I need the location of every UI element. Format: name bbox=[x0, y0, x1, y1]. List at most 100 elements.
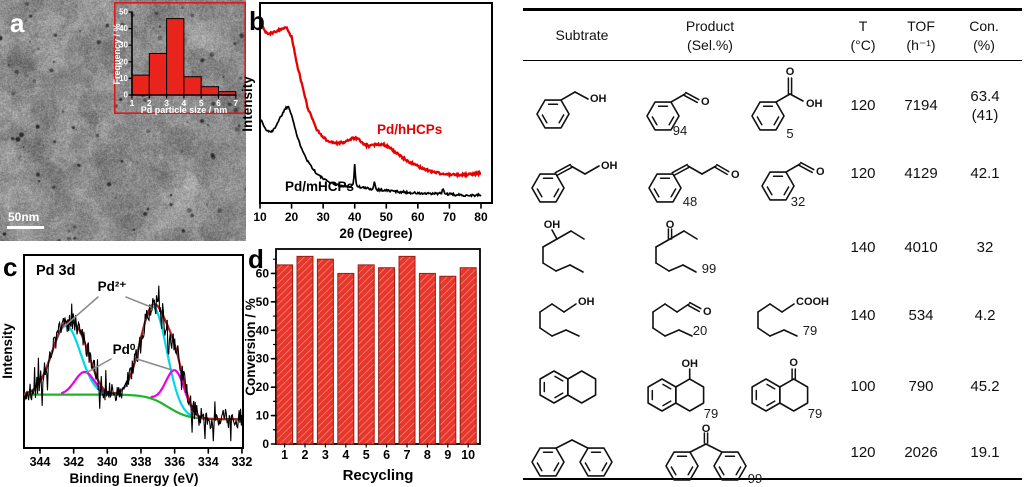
tof-value: 790 bbox=[908, 378, 934, 395]
svg-text:344: 344 bbox=[30, 455, 51, 469]
scalebar-label: 50nm bbox=[8, 210, 40, 224]
svg-text:340: 340 bbox=[97, 455, 118, 469]
table-header-rule bbox=[523, 59, 1022, 61]
tof-value: 4129 bbox=[904, 165, 938, 182]
svg-text:3: 3 bbox=[164, 98, 169, 108]
svg-text:40: 40 bbox=[348, 210, 362, 224]
xps-chart: Pd²⁺ Pd⁰ 344 342 340 338 336 334 332 Binding Ener… bbox=[0, 252, 252, 486]
svg-text:30: 30 bbox=[256, 352, 270, 366]
svg-text:10: 10 bbox=[461, 448, 475, 462]
svg-text:d: d bbox=[248, 244, 264, 274]
diphenylmethane-structure bbox=[531, 439, 613, 477]
tof-value: 2026 bbox=[904, 444, 938, 461]
selectivity-value: 32 bbox=[791, 194, 805, 209]
svg-text:O: O bbox=[816, 166, 825, 178]
svg-text:5: 5 bbox=[199, 98, 204, 108]
svg-text:b: b bbox=[249, 6, 265, 36]
col-header-conversion: Con. (%) bbox=[961, 17, 1007, 55]
svg-text:O: O bbox=[666, 219, 675, 231]
svg-text:6: 6 bbox=[383, 448, 390, 462]
con-value: 32 bbox=[976, 239, 994, 256]
tem-image bbox=[0, 0, 246, 241]
octan-3-ol-structure: OH bbox=[542, 219, 585, 273]
svg-text:40: 40 bbox=[256, 323, 270, 337]
svg-text:6: 6 bbox=[216, 98, 221, 108]
svg-text:OH: OH bbox=[590, 93, 607, 105]
benzoic-acid-structure: 5 O OH bbox=[751, 66, 823, 141]
svg-text:Intensity: Intensity bbox=[240, 76, 255, 132]
cinnamyl-alcohol-structure: OH bbox=[531, 160, 618, 203]
svg-text:COOH: COOH bbox=[796, 296, 829, 308]
svg-text:O: O bbox=[786, 66, 795, 78]
svg-text:20: 20 bbox=[285, 210, 299, 224]
1-tetralol-structure: 79 OH bbox=[647, 358, 718, 421]
t-value: 100 bbox=[850, 378, 876, 395]
svg-text:Binding Energy (eV): Binding Energy (eV) bbox=[69, 471, 198, 486]
xrd-chart: Pd/mHCPs Pd/hHCPs 10 20 30 40 50 60 70 80 2θ (Degr… bbox=[240, 2, 493, 241]
svg-text:Pd²⁺: Pd²⁺ bbox=[98, 279, 127, 294]
svg-text:c: c bbox=[3, 252, 17, 282]
selectivity-value: 48 bbox=[683, 194, 697, 209]
svg-text:7: 7 bbox=[233, 98, 238, 108]
con-value: 19.1 bbox=[970, 444, 1000, 461]
svg-text:80: 80 bbox=[474, 210, 488, 224]
svg-text:10: 10 bbox=[253, 210, 267, 224]
tof-value: 534 bbox=[908, 307, 934, 324]
tof-value: 4010 bbox=[904, 239, 938, 256]
svg-text:40: 40 bbox=[119, 24, 128, 33]
col-header-con-line1: Con. bbox=[969, 18, 999, 34]
table-top-rule bbox=[523, 8, 1022, 11]
t-value: 120 bbox=[850, 97, 876, 114]
svg-text:OH: OH bbox=[681, 358, 698, 370]
selectivity-value: 99 bbox=[748, 471, 762, 486]
t-value: 140 bbox=[850, 239, 876, 256]
svg-text:2θ (Degree): 2θ (Degree) bbox=[339, 226, 412, 241]
svg-text:0: 0 bbox=[124, 91, 129, 100]
svg-text:Intensity: Intensity bbox=[0, 323, 15, 379]
selectivity-value: 94 bbox=[673, 123, 687, 138]
scalebar bbox=[7, 226, 44, 229]
benzyl-alcohol-structure: OH bbox=[536, 91, 607, 129]
svg-text:OH: OH bbox=[601, 160, 618, 172]
svg-text:OH: OH bbox=[806, 98, 823, 110]
benzaldehyde-structure: 94 O bbox=[646, 91, 710, 138]
svg-text:342: 342 bbox=[63, 455, 84, 469]
svg-text:50: 50 bbox=[380, 210, 394, 224]
selectivity-value: 79 bbox=[803, 323, 817, 338]
selectivity-value: 79 bbox=[808, 406, 822, 421]
con-value: 4.2 bbox=[974, 307, 996, 324]
svg-text:OH: OH bbox=[544, 219, 561, 231]
svg-text:2: 2 bbox=[147, 98, 152, 108]
svg-text:Recycling: Recycling bbox=[343, 467, 414, 484]
benzaldehyde-structure: 32 O bbox=[761, 161, 825, 209]
svg-text:Pd 3d: Pd 3d bbox=[36, 263, 75, 279]
col-header-t-line1: T bbox=[858, 18, 868, 34]
benzophenone-structure: 99 O bbox=[665, 423, 762, 486]
con-value-line2: (41) bbox=[971, 107, 999, 124]
svg-text:O: O bbox=[702, 423, 711, 435]
cinnamaldehyde-structure: 48 O bbox=[648, 163, 740, 209]
svg-text:7: 7 bbox=[404, 448, 411, 462]
svg-text:20: 20 bbox=[119, 57, 128, 66]
panel-a-label: a bbox=[10, 8, 25, 38]
svg-text:Frequency / %: Frequency / % bbox=[112, 23, 122, 84]
selectivity-value: 99 bbox=[702, 261, 716, 276]
selectivity-value: 79 bbox=[704, 406, 718, 421]
t-value: 120 bbox=[850, 444, 876, 461]
svg-text:4: 4 bbox=[342, 448, 349, 462]
svg-text:60: 60 bbox=[256, 266, 270, 280]
col-header-temperature: T (°C) bbox=[845, 17, 881, 55]
col-header-tof-line2: (h⁻¹) bbox=[906, 37, 936, 53]
svg-text:OH: OH bbox=[578, 296, 595, 308]
svg-text:Pd/hHCPs: Pd/hHCPs bbox=[377, 122, 442, 137]
col-header-con-line2: (%) bbox=[973, 37, 995, 53]
col-header-substrate: Subtrate bbox=[555, 27, 609, 43]
svg-text:50: 50 bbox=[256, 295, 270, 309]
con-value: 42.1 bbox=[970, 165, 1000, 182]
col-header-tof: TOF (h⁻¹) bbox=[899, 17, 943, 55]
col-header-product-line2: (Sel.%) bbox=[687, 37, 733, 53]
t-value: 120 bbox=[850, 165, 876, 182]
selectivity-value: 20 bbox=[693, 323, 707, 338]
svg-text:Conversion / %: Conversion / % bbox=[243, 298, 258, 396]
1-tetralone-structure: 79 O bbox=[751, 357, 822, 421]
